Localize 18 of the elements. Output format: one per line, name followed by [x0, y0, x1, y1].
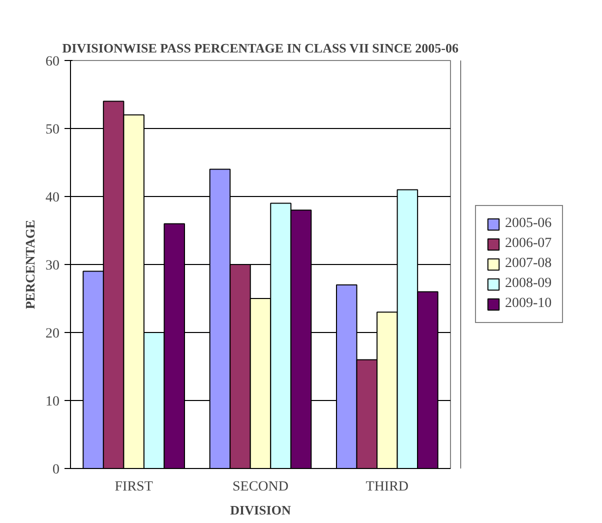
y-tick-label: 20 — [46, 326, 60, 342]
legend-label: 2006-07 — [505, 236, 552, 252]
x-tick-label: SECOND — [232, 480, 289, 494]
y-tick-label: 0 — [52, 462, 60, 478]
y-tick-label: 40 — [46, 190, 60, 206]
y-tick-label: 50 — [46, 122, 60, 138]
legend-label: 2007-08 — [505, 256, 552, 272]
y-tick-label: 60 — [46, 54, 60, 70]
legend-label: 2008-09 — [505, 276, 552, 292]
x-tick-label: FIRST — [114, 480, 154, 494]
x-axis-title: DIVISION — [230, 502, 292, 518]
y-tick-label: 30 — [46, 258, 60, 274]
chart-title: DIVISIONWISE PASS PERCENTAGE IN CLASS VII SINCE 2005-06 — [62, 40, 459, 56]
y-tick-label: 10 — [46, 394, 60, 410]
legend-label: 2005-06 — [505, 216, 552, 232]
x-tick-label: THIRD — [366, 480, 409, 494]
y-axis-title: PERCENTAGE — [22, 220, 38, 310]
legend-label: 2009-10 — [505, 296, 552, 312]
